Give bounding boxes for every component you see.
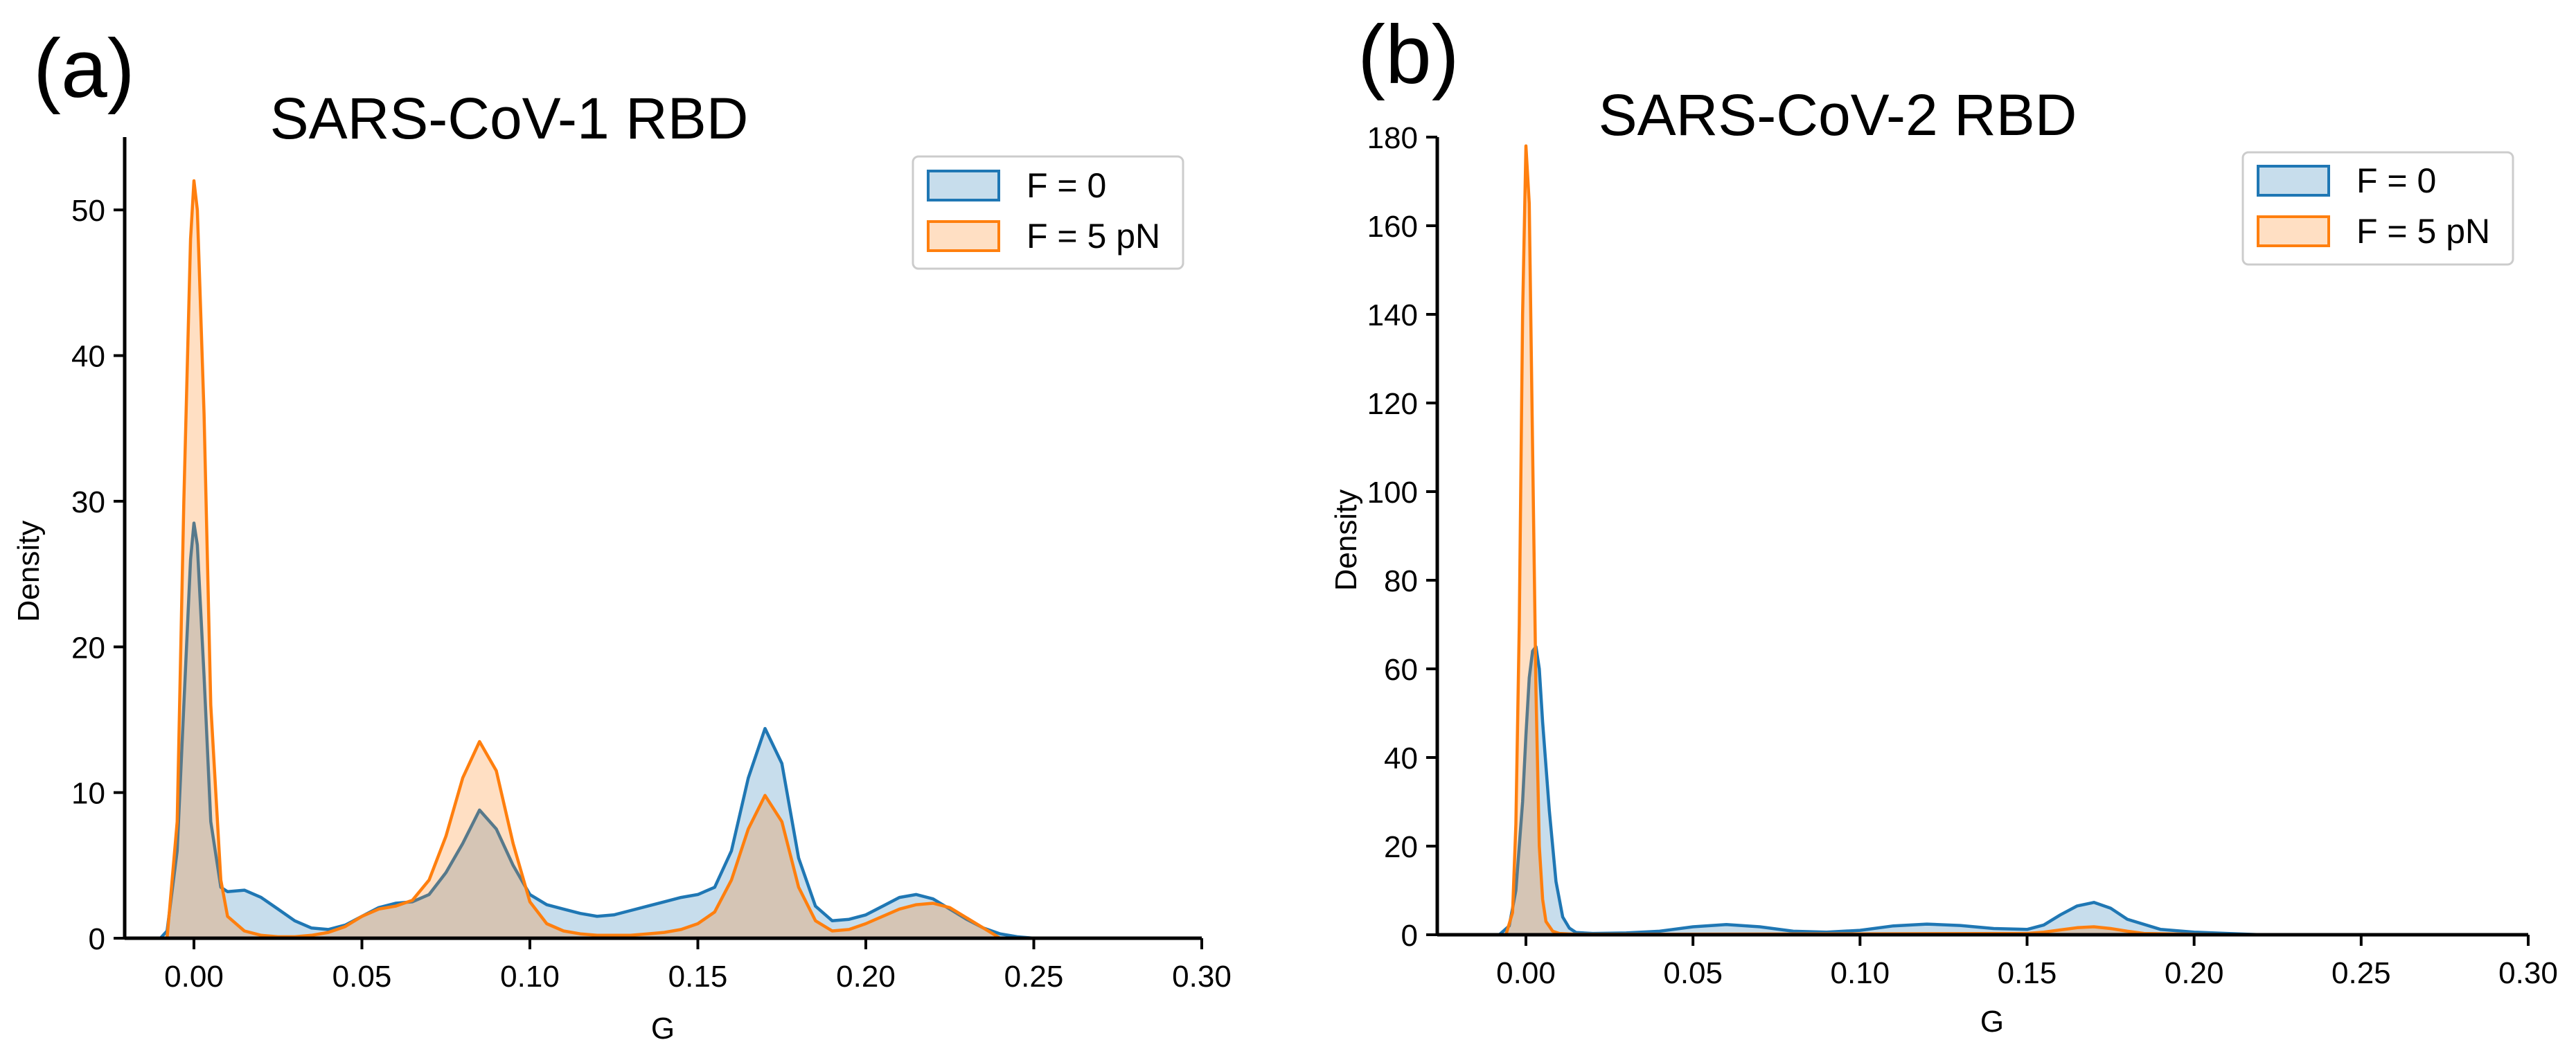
- series-area-f-0: [160, 523, 1051, 938]
- x-axis-label-b: G: [1980, 1005, 2004, 1039]
- series-area-f-5-pn: [167, 181, 1001, 939]
- legend-swatch-f5-b: [2257, 215, 2330, 247]
- panel-a: (a) SARS-CoV-1 RBD 0.00 0.05 0.10 0.15 0.20 0…: [12, 22, 1232, 1046]
- y-tick-label: 0: [1401, 919, 1418, 953]
- y-ticks-b: 0 20 40 60 80 100 120 140 160 180: [1367, 121, 1437, 953]
- x-tick-label: 0.15: [668, 960, 728, 994]
- panel-b: (b) SARS-CoV-2 RBD 0.00 0.05 0.10 0.15 0.20 0…: [1329, 8, 2558, 1039]
- y-tick-label: 10: [71, 777, 105, 811]
- y-ticks-a: 0 10 20 30 40 50: [71, 194, 125, 956]
- x-tick-label: 0.20: [836, 960, 896, 994]
- y-tick-label: 180: [1367, 121, 1418, 155]
- y-tick-label: 20: [71, 631, 105, 665]
- x-tick-label: 0.30: [1172, 960, 1232, 994]
- legend-frame-b: [2241, 151, 2514, 266]
- legend-frame-a: [912, 155, 1184, 270]
- x-tick-label: 0.00: [164, 960, 224, 994]
- legend-label-f0-a: F = 0: [1027, 166, 1106, 205]
- series-line-f-5-pn: [1504, 144, 2262, 937]
- x-tick-label: 0.05: [332, 960, 392, 994]
- y-tick-label: 140: [1367, 298, 1418, 332]
- x-ticks-b: 0.00 0.05 0.10 0.15 0.20 0.25 0.30: [1496, 935, 2558, 990]
- x-tick-label: 0.30: [2498, 956, 2558, 990]
- y-axis-label-a: Density: [12, 521, 46, 622]
- x-tick-label: 0.25: [1004, 960, 1064, 994]
- y-tick-label: 80: [1384, 564, 1418, 598]
- legend-label-f0-b: F = 0: [2356, 161, 2436, 200]
- x-ticks-a: 0.00 0.05 0.10 0.15 0.20 0.25 0.30: [164, 938, 1232, 994]
- series-area-group-b: [1498, 144, 2262, 937]
- chart-title-a: SARS-CoV-1 RBD: [270, 86, 749, 151]
- x-tick-label: 0.05: [1663, 956, 1723, 990]
- x-tick-label: 0.00: [1496, 956, 1556, 990]
- series-area-f-5-pn: [1506, 145, 2262, 935]
- x-tick-label: 0.10: [500, 960, 560, 994]
- x-tick-label: 0.10: [1831, 956, 1890, 990]
- y-tick-label: 30: [71, 485, 105, 519]
- y-tick-label: 100: [1367, 476, 1418, 510]
- legend-swatch-f0-a: [927, 170, 1000, 201]
- panel-label-a: (a): [33, 22, 135, 115]
- y-tick-label: 160: [1367, 210, 1418, 244]
- series-line-f-5-pn: [165, 179, 1002, 940]
- y-tick-label: 20: [1384, 830, 1418, 864]
- legend-label-f5-b: F = 5 pN: [2356, 212, 2490, 251]
- series-area-f-0: [1499, 647, 2262, 935]
- y-axis-label-b: Density: [1329, 490, 1363, 591]
- legend-swatch-f0-b: [2257, 165, 2330, 197]
- legend-b: F = 0 F = 5 pN: [2241, 151, 2514, 266]
- y-tick-label: 40: [1384, 742, 1418, 775]
- legend-label-f5-a: F = 5 pN: [1027, 217, 1160, 255]
- series-area-group-a: [159, 179, 1051, 940]
- y-tick-label: 120: [1367, 387, 1418, 421]
- y-tick-label: 50: [71, 194, 105, 228]
- chart-title-b: SARS-CoV-2 RBD: [1599, 82, 2077, 147]
- x-tick-label: 0.15: [1998, 956, 2057, 990]
- series-line-f-0: [159, 521, 1051, 940]
- x-tick-label: 0.20: [2165, 956, 2224, 990]
- panel-label-b: (b): [1358, 8, 1459, 101]
- y-tick-label: 40: [71, 340, 105, 374]
- legend-swatch-f5-a: [927, 220, 1000, 252]
- x-tick-label: 0.25: [2331, 956, 2391, 990]
- y-tick-label: 60: [1384, 653, 1418, 687]
- series-line-f-0: [1498, 645, 2262, 937]
- legend-a: F = 0 F = 5 pN: [912, 155, 1184, 270]
- x-axis-label-a: G: [651, 1012, 675, 1046]
- y-tick-label: 0: [89, 922, 105, 956]
